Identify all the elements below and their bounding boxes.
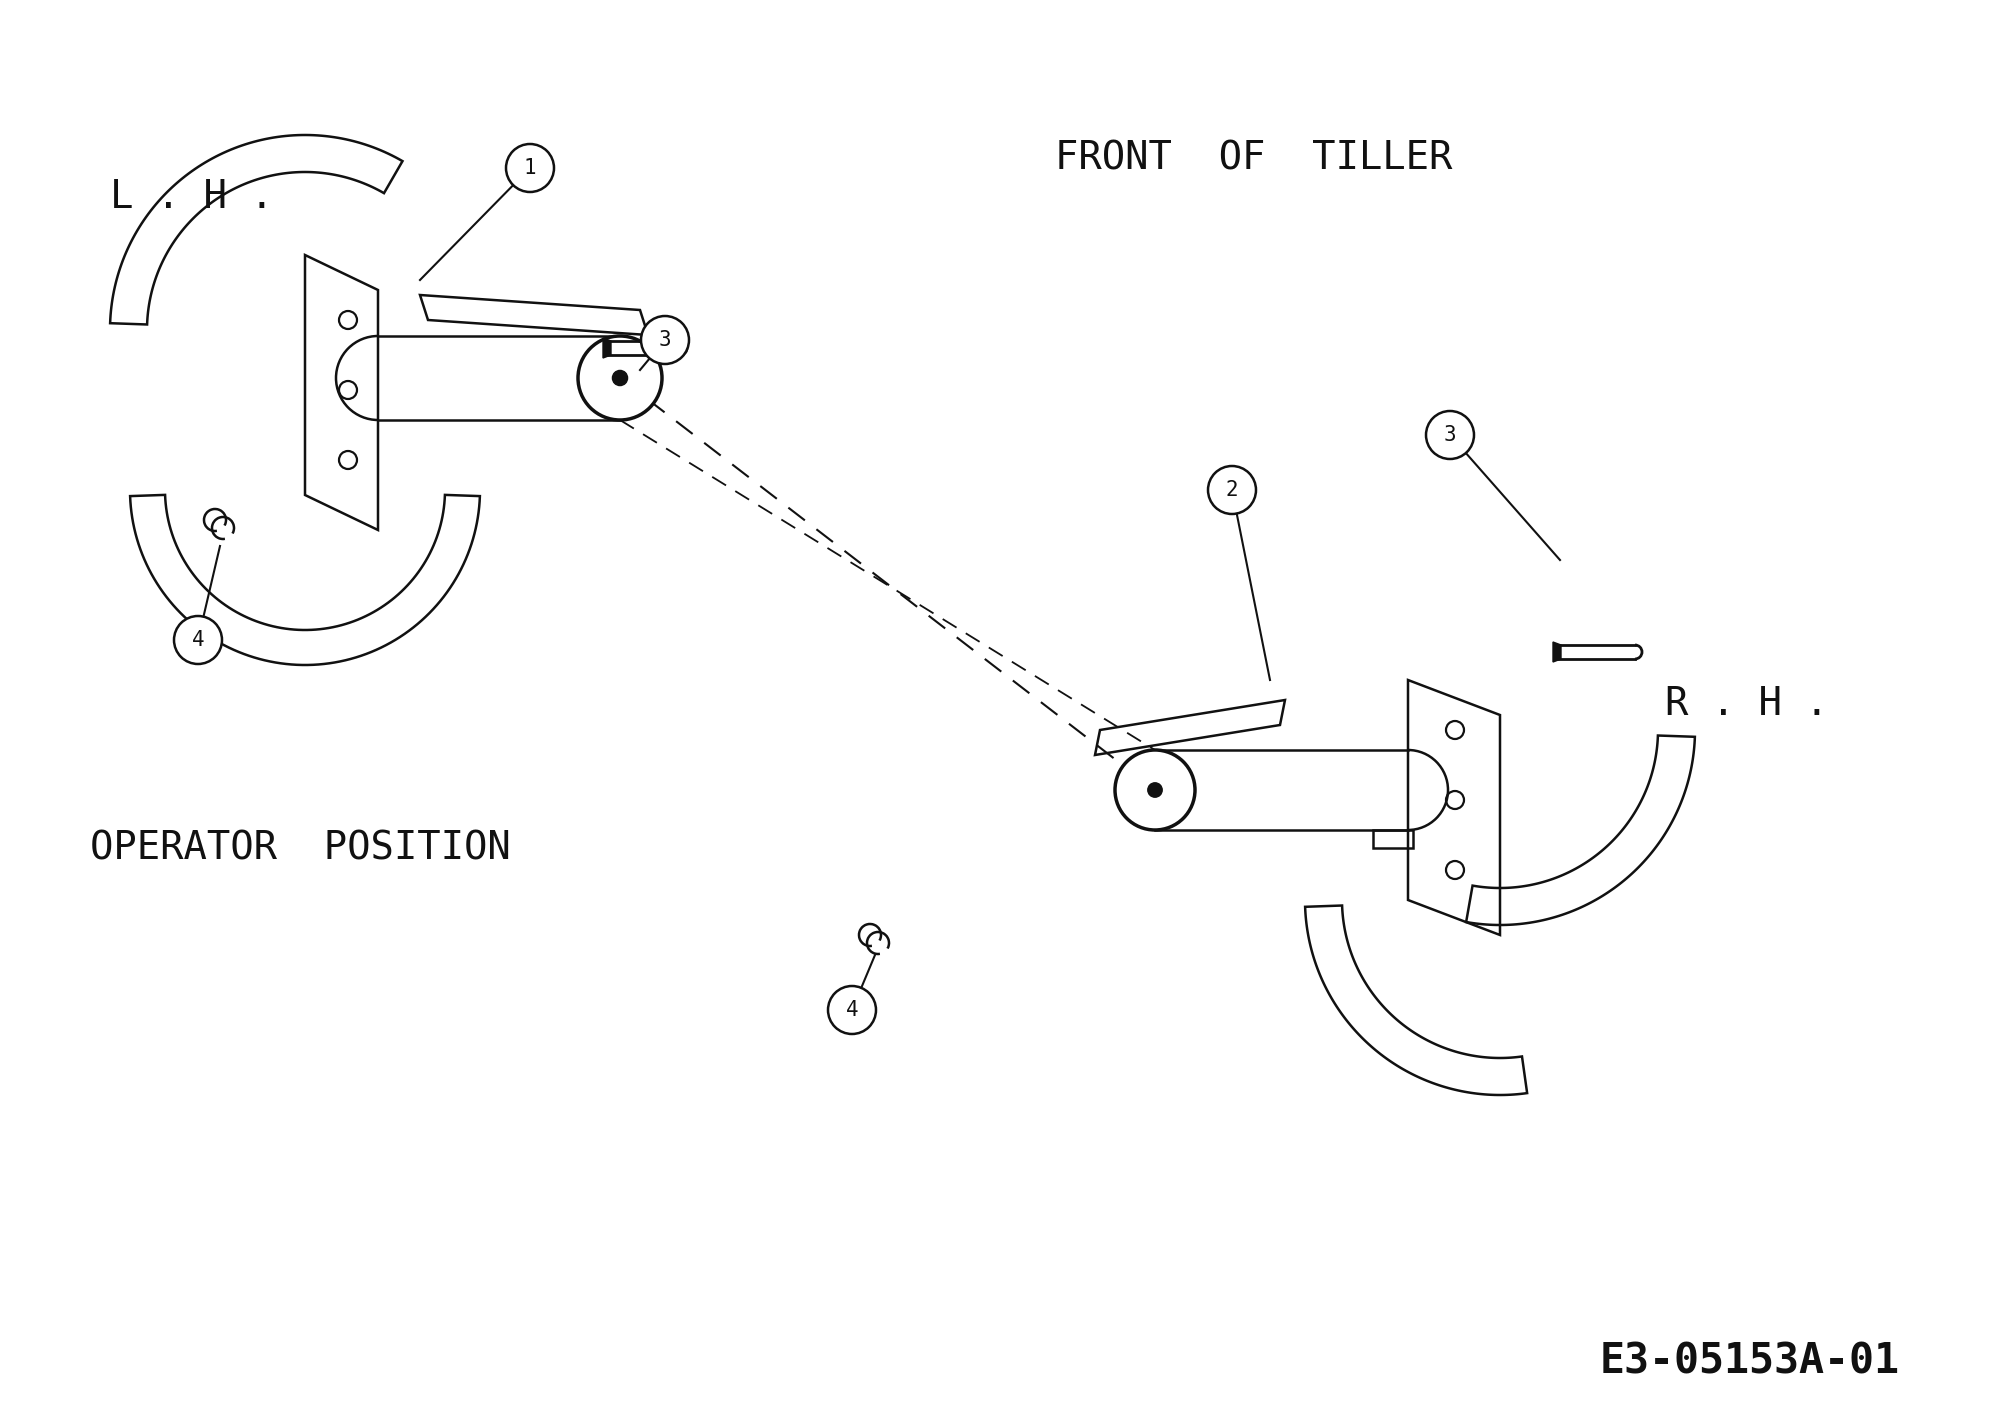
Circle shape bbox=[612, 371, 628, 385]
Circle shape bbox=[640, 315, 688, 364]
Polygon shape bbox=[604, 338, 612, 358]
Circle shape bbox=[506, 144, 554, 192]
Text: OPERATOR  POSITION: OPERATOR POSITION bbox=[90, 830, 510, 868]
Text: 4: 4 bbox=[192, 630, 204, 649]
Circle shape bbox=[828, 986, 876, 1034]
Text: 2: 2 bbox=[1226, 480, 1238, 500]
Text: 1: 1 bbox=[524, 158, 536, 178]
Text: L . H .: L . H . bbox=[110, 178, 274, 216]
Text: FRONT  OF  TILLER: FRONT OF TILLER bbox=[1056, 141, 1452, 178]
Text: 3: 3 bbox=[658, 330, 672, 350]
Text: E3-05153A-01: E3-05153A-01 bbox=[1600, 1340, 1900, 1383]
Text: R . H .: R . H . bbox=[1664, 685, 1828, 723]
Circle shape bbox=[174, 615, 222, 664]
Circle shape bbox=[1426, 411, 1474, 459]
Circle shape bbox=[1208, 466, 1256, 514]
Circle shape bbox=[578, 335, 662, 421]
Circle shape bbox=[1148, 783, 1162, 797]
Circle shape bbox=[1116, 750, 1196, 830]
Polygon shape bbox=[1552, 642, 1560, 662]
Text: 4: 4 bbox=[846, 1000, 858, 1020]
Text: 3: 3 bbox=[1444, 425, 1456, 445]
